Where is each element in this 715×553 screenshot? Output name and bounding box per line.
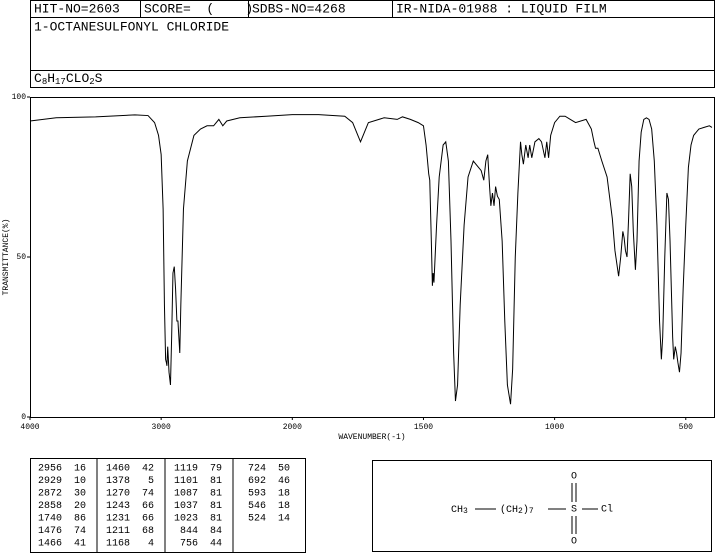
peak-transmittance: 30: [74, 489, 86, 500]
peak-transmittance: 10: [74, 476, 86, 487]
peak-transmittance: 4: [148, 539, 154, 550]
peak-wavenumber: 2929: [38, 476, 62, 487]
peak-wavenumber: 724: [248, 464, 266, 475]
atom: Cl: [601, 504, 613, 516]
peak-wavenumber: 1087: [174, 489, 198, 500]
peak-transmittance: 81: [210, 501, 222, 512]
peak-wavenumber: 1476: [38, 526, 62, 537]
peak-transmittance: 81: [210, 476, 222, 487]
peak-wavenumber: 1037: [174, 501, 198, 512]
x-tick-label: 2000: [283, 423, 302, 432]
peak-wavenumber: 1101: [174, 476, 198, 487]
peak-transmittance: 81: [210, 489, 222, 500]
peak-transmittance: 68: [142, 526, 154, 537]
peak-wavenumber: 1466: [38, 539, 62, 550]
formula-part: H: [47, 71, 55, 86]
peak-transmittance: 18: [278, 489, 290, 500]
formula-part: C: [34, 71, 42, 86]
atom-group: (CH2)7: [500, 504, 534, 516]
peak-transmittance: 44: [210, 539, 222, 550]
header-cell: IR-NIDA-01988 : LIQUID FILM: [396, 1, 607, 16]
peak-wavenumber: 1378: [106, 476, 130, 487]
peak-transmittance: 74: [74, 526, 86, 537]
peak-transmittance: 79: [210, 464, 222, 475]
peak-wavenumber: 1023: [174, 514, 198, 525]
peak-transmittance: 74: [142, 489, 154, 500]
x-tick-label: 1000: [545, 423, 564, 432]
peak-transmittance: 16: [74, 464, 86, 475]
peak-transmittance: 41: [74, 539, 86, 550]
x-tick-label: 4000: [20, 423, 39, 432]
y-tick-label: 100: [12, 93, 27, 102]
peak-transmittance: 81: [210, 514, 222, 525]
y-axis-label: TRANSMITTANCE(%): [2, 219, 11, 296]
peak-transmittance: 18: [278, 501, 290, 512]
header-cell: SDBS-NO=4268: [252, 1, 346, 16]
peak-transmittance: 86: [74, 514, 86, 525]
header-cell: HIT-NO=2603: [34, 1, 120, 16]
atom-group: CH3: [451, 505, 468, 516]
atom: O: [571, 472, 577, 483]
formula-sub: 2: [89, 77, 94, 87]
peak-wavenumber: 844: [180, 526, 198, 537]
atom-text: ): [523, 504, 529, 516]
peak-wavenumber: 692: [248, 476, 266, 487]
peak-transmittance: 66: [142, 514, 154, 525]
x-tick-label: 1500: [414, 423, 433, 432]
peak-wavenumber: 524: [248, 514, 266, 525]
y-tick-label: 50: [16, 253, 26, 262]
peak-transmittance: 46: [278, 476, 290, 487]
peak-transmittance: 42: [142, 464, 154, 475]
header-box: [30, 0, 715, 88]
peak-wavenumber: 1460: [106, 464, 130, 475]
formula-sub: 8: [42, 77, 47, 87]
atom: S: [571, 505, 577, 516]
peak-wavenumber: 2858: [38, 501, 62, 512]
atom-sub: 3: [463, 507, 468, 516]
peak-transmittance: 50: [278, 464, 290, 475]
peak-transmittance: 66: [142, 501, 154, 512]
formula: C8H17CLO2S: [34, 71, 103, 87]
x-tick-label: 3000: [152, 423, 171, 432]
peak-wavenumber: 2872: [38, 489, 62, 500]
peak-wavenumber: 756: [180, 539, 198, 550]
x-axis-label: WAVENUMBER(-1): [338, 433, 405, 442]
formula-part: S: [95, 71, 103, 86]
peak-transmittance: 20: [74, 501, 86, 512]
chart-layer: 0 50 100 4000 3000 2000 1500 1000 500: [12, 93, 713, 432]
peak-wavenumber: 546: [248, 501, 266, 512]
atom-text: (CH: [500, 504, 518, 516]
peak-transmittance: 14: [278, 514, 290, 525]
formula-part: CLO: [66, 71, 90, 86]
atom-text: CH: [451, 505, 463, 516]
peak-transmittance: 84: [210, 526, 222, 537]
peak-wavenumber: 1740: [38, 514, 62, 525]
peak-wavenumber: 1270: [106, 489, 130, 500]
peak-wavenumber: 593: [248, 489, 266, 500]
peak-wavenumber: 1168: [106, 539, 130, 550]
formula-sub: 17: [55, 77, 66, 87]
spectrum-line: [29, 114, 713, 405]
peak-transmittance: 5: [148, 476, 154, 487]
x-tick-label: 500: [679, 423, 694, 432]
structure-box: [372, 460, 712, 552]
atom: O: [571, 537, 577, 548]
peak-wavenumber: 1211: [106, 526, 130, 537]
peak-wavenumber: 1243: [106, 501, 130, 512]
y-tick-label: 0: [21, 413, 26, 422]
structure: CH3 (CH2)7 S Cl O O: [451, 472, 613, 548]
atom-sub: 2: [518, 507, 523, 516]
header-cell: SCORE= ( ): [144, 1, 253, 16]
peak-wavenumber: 1119: [174, 464, 198, 475]
atom-sub: 7: [529, 507, 534, 516]
plot-frame: [30, 97, 715, 418]
peak-wavenumber: 2956: [38, 464, 62, 475]
compound-name: 1-OCTANESULFONYL CHLORIDE: [34, 19, 229, 34]
peak-wavenumber: 1231: [106, 514, 130, 525]
